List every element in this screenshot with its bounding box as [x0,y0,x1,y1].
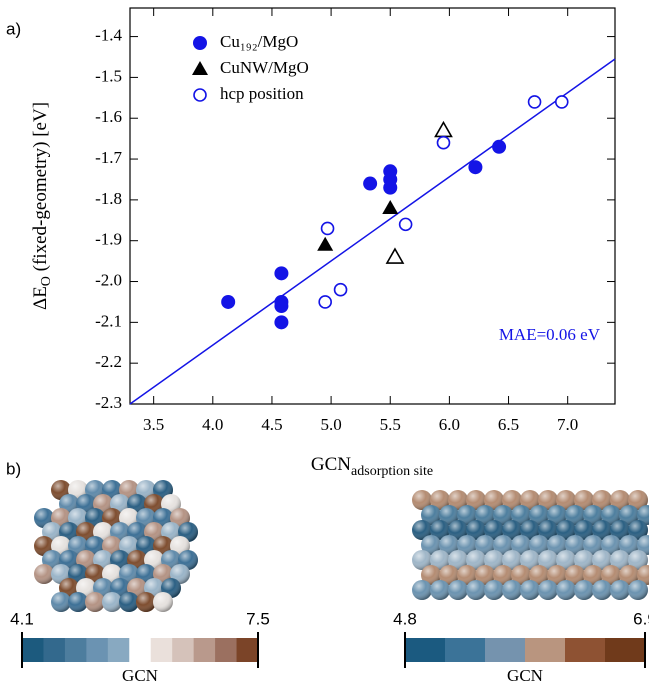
x-tick-label: 5.5 [380,415,401,434]
atom-shade [610,580,630,600]
y-tick-label: -2.1 [95,311,122,330]
atom-shade [484,580,504,600]
y-tick-label: -1.4 [95,25,122,44]
atom-shade [430,580,450,600]
colorbar-max: 6.9 [633,609,649,628]
colorbar-segment [605,638,646,662]
data-point [274,315,288,329]
colorbar-segment [65,638,87,662]
y-tick-label: -2.3 [95,393,122,412]
legend-marker [192,61,208,75]
x-tick-label: 3.5 [143,415,164,434]
atom-shade [520,580,540,600]
colorbar-segment [22,638,44,662]
atom-shade [412,580,432,600]
legend-label: Cu₁₉₂/MgO [220,32,298,51]
y-tick-label: -1.8 [95,189,122,208]
y-tick-label: -2.2 [95,352,122,371]
atom-shade [448,580,468,600]
colorbar-segment [151,638,173,662]
colorbar-segment [194,638,216,662]
atom-shade [556,580,576,600]
y-tick-label: -2.0 [95,270,122,289]
x-label-main: GCN [311,454,351,475]
x-tick-label: 4.0 [202,415,223,434]
colorbar-segment [215,638,237,662]
atom-shade [628,580,648,600]
x-axis-label: GCNadsorption site [311,454,433,479]
data-point [400,218,412,230]
colorbar-segment [172,638,194,662]
colorbar-segment [405,638,446,662]
atom-shade [466,580,486,600]
nanostructures [34,480,649,612]
colorbar-label: GCN [122,666,158,685]
y-label-sub: O [39,276,54,286]
colorbar-segment [43,638,65,662]
data-point [382,200,398,214]
colorbar-max: 7.5 [246,609,270,628]
data-point [322,222,334,234]
y-tick-label: -1.9 [95,230,122,249]
legend-marker [193,36,207,50]
legend-label: hcp position [220,84,304,103]
data-point [529,96,541,108]
colorbar-min: 4.1 [10,609,34,628]
panel-label: b) [6,459,21,478]
data-point [387,249,403,263]
fit-line [130,59,615,404]
colorbar-segment [86,638,108,662]
colorbar-segment [525,638,566,662]
figure: a) b) ΔEO (fixed-geometry) [eV] GCNadsor… [0,0,649,688]
atom-shade [502,580,522,600]
colorbar-label: GCN [507,666,543,685]
atom-shade [153,592,173,612]
annotation: MAE=0.06 eV [499,325,601,344]
y-label-rest: (fixed-geometry) [eV] [30,102,51,276]
data-point [274,266,288,280]
x-tick-label: 6.0 [439,415,460,434]
legend-marker [194,89,206,101]
x-label-sub: adsorption site [351,464,433,479]
data-point [468,160,482,174]
data-point [319,296,331,308]
data-point [435,122,451,136]
legend-label: CuNW/MgO [220,58,309,77]
atom-shade [592,580,612,600]
atom-shade [574,580,594,600]
colorbar-segment [237,638,259,662]
x-tick-label: 4.5 [261,415,282,434]
colorbar-segment [565,638,606,662]
data-point [335,284,347,296]
x-tick-label: 5.0 [320,415,341,434]
colorbar-min: 4.8 [393,609,417,628]
data-point [317,237,333,251]
data-point [437,137,449,149]
data-point [556,96,568,108]
y-tick-label: -1.7 [95,148,122,167]
colorbar-segment [129,638,151,662]
y-tick-label: -1.5 [95,66,122,85]
data-point [363,177,377,191]
y-label-main: ΔE [30,286,51,310]
colorbar-segment [485,638,526,662]
y-tick-label: -1.6 [95,107,122,126]
data-point [274,299,288,313]
panel-label: a) [6,19,21,38]
atom-shade [538,580,558,600]
colorbar-segment [445,638,486,662]
data-point [383,181,397,195]
y-axis-label: ΔEO (fixed-geometry) [eV] [30,102,54,310]
x-tick-label: 7.0 [557,415,578,434]
colorbar-segment [108,638,130,662]
data-point [221,295,235,309]
data-point [492,140,506,154]
x-tick-label: 6.5 [498,415,519,434]
